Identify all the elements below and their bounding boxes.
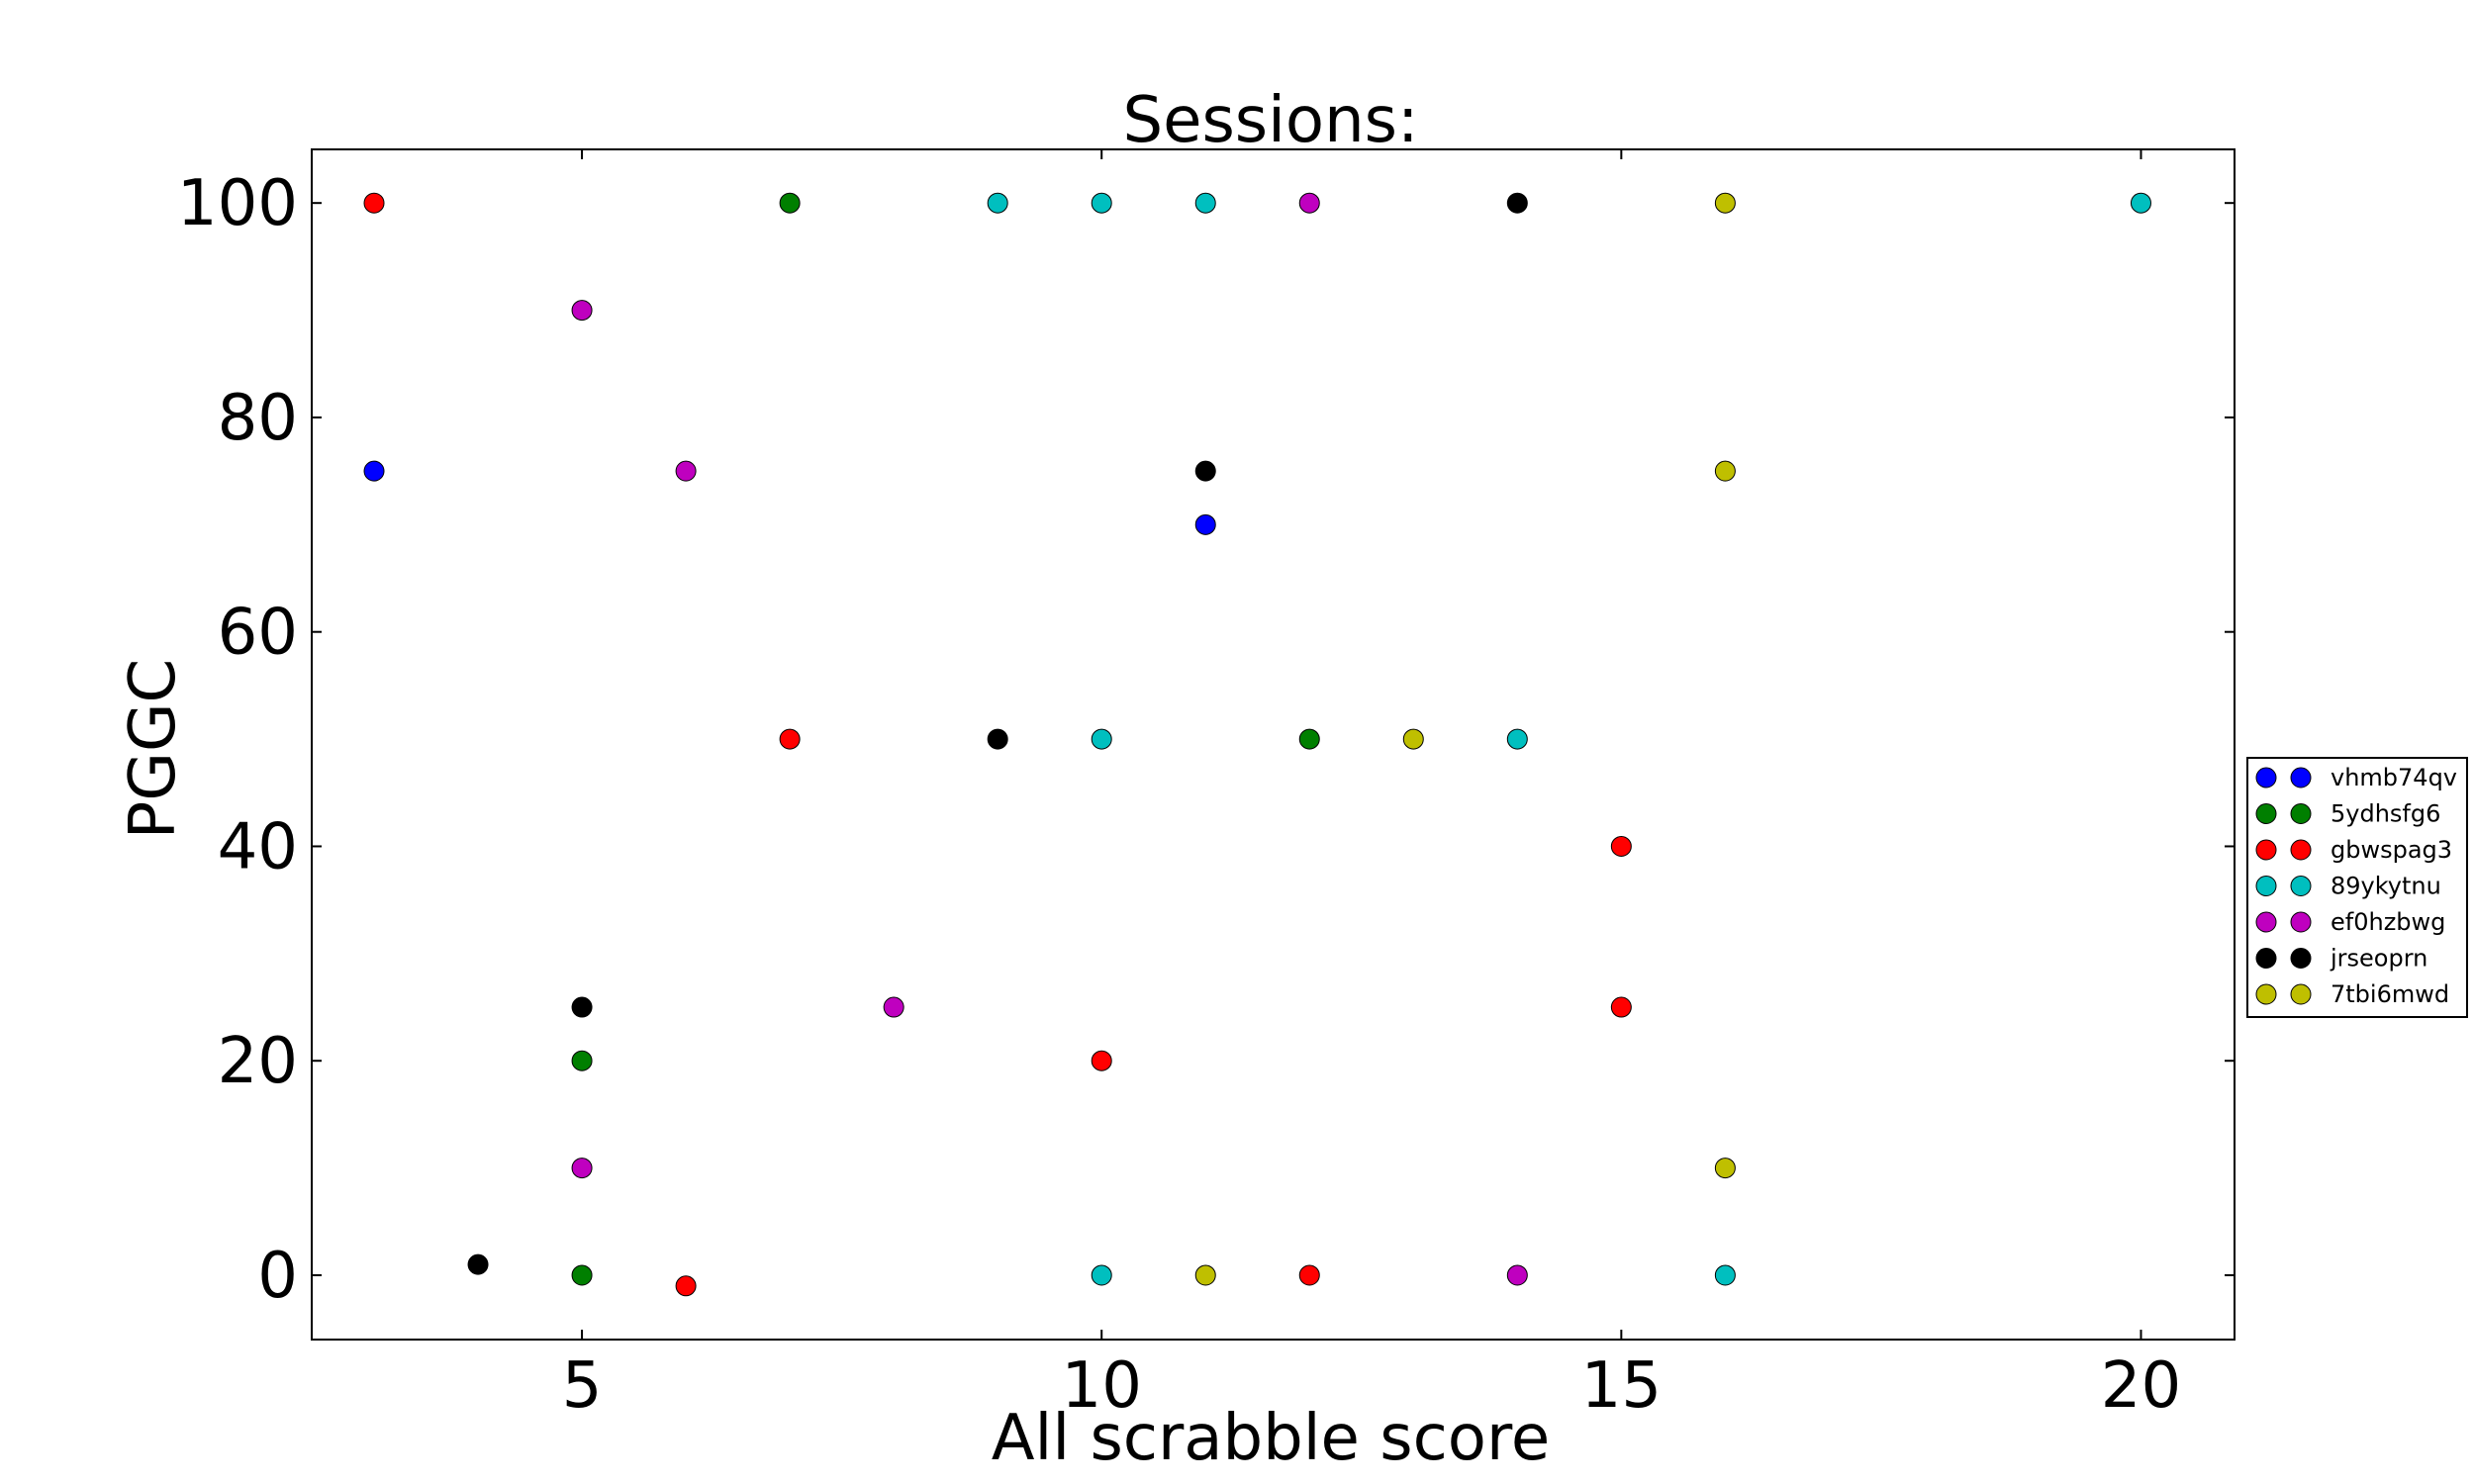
data-point-5ydhsfg6-0 [779, 192, 801, 214]
legend-label: 89ykytnu [2331, 873, 2441, 900]
data-point-7tbi6mwd-1 [1714, 460, 1736, 482]
data-point-vhmb74qv-1 [1194, 513, 1216, 535]
data-point-ef0hzbwg-1 [675, 460, 697, 482]
legend-marker [2290, 839, 2312, 861]
legend-marker [2290, 983, 2312, 1005]
y-tick-label: 60 [218, 597, 298, 670]
legend-label: gbwspag3 [2331, 836, 2452, 864]
legend-marker [2255, 839, 2277, 861]
x-tick-label: 15 [1581, 1349, 1662, 1423]
legend-marker [2255, 767, 2277, 788]
legend-marker [2255, 876, 2277, 896]
data-point-89ykytnu-1 [1091, 192, 1112, 214]
y-tick-label: 0 [257, 1240, 298, 1313]
legend-label: ef0hzbwg [2331, 908, 2445, 936]
y-tick-label: 20 [218, 1025, 298, 1098]
data-point-jrseoprn-3 [571, 996, 593, 1018]
legend-frame [2246, 757, 2468, 1018]
data-point-7tbi6mwd-2 [1402, 728, 1424, 750]
chart-title: Sessions: [1122, 84, 1418, 157]
y-tick-label: 40 [218, 810, 298, 883]
legend-marker [2290, 948, 2312, 969]
legend: vhmb74qv 5ydhsfg6 gbwspag3 89ykytnu ef0hzbwg… [2246, 757, 2468, 1018]
data-point-89ykytnu-7 [1714, 1264, 1736, 1286]
data-point-gbwspag3-0 [363, 192, 385, 214]
data-point-89ykytnu-4 [1091, 728, 1112, 750]
legend-marker [2290, 911, 2312, 933]
legend-marker [2255, 983, 2277, 1005]
legend-marker [2255, 911, 2277, 933]
data-point-89ykytnu-3 [2130, 192, 2151, 214]
data-point-7tbi6mwd-3 [1714, 1158, 1736, 1179]
legend-item-7tbi6mwd: 7tbi6mwd [2255, 980, 2449, 1008]
data-point-89ykytnu-0 [987, 192, 1008, 214]
legend-item-ef0hzbwg: ef0hzbwg [2255, 908, 2445, 936]
data-point-7tbi6mwd-0 [1714, 192, 1736, 214]
legend-marker [2255, 803, 2277, 824]
data-point-gbwspag3-2 [675, 1275, 697, 1297]
x-tick-label: 5 [562, 1349, 603, 1423]
data-point-ef0hzbwg-0 [571, 300, 593, 322]
data-point-jrseoprn-1 [1194, 460, 1216, 482]
data-point-5ydhsfg6-1 [571, 1050, 593, 1071]
y-tick-label: 100 [177, 167, 298, 240]
legend-item-jrseoprn: jrseoprn [2255, 945, 2427, 973]
data-point-gbwspag3-4 [1298, 1264, 1320, 1286]
legend-marker [2255, 948, 2277, 969]
legend-marker [2290, 876, 2312, 896]
data-point-gbwspag3-3 [1091, 1050, 1112, 1071]
data-point-vhmb74qv-0 [363, 460, 385, 482]
data-point-ef0hzbwg-4 [571, 1158, 593, 1179]
legend-marker [2290, 767, 2312, 788]
data-point-jrseoprn-0 [1506, 192, 1528, 214]
data-point-5ydhsfg6-3 [1298, 728, 1320, 750]
x-tick-label: 20 [2101, 1349, 2181, 1423]
y-tick-label: 80 [218, 382, 298, 455]
legend-label: vhmb74qv [2331, 764, 2457, 791]
data-point-89ykytnu-2 [1194, 192, 1216, 214]
legend-label: 7tbi6mwd [2331, 980, 2449, 1008]
data-point-jrseoprn-2 [987, 728, 1008, 750]
data-point-ef0hzbwg-5 [1506, 1264, 1528, 1286]
data-point-89ykytnu-6 [1091, 1264, 1112, 1286]
axis-ticks: 5 10 15 20 0 20 40 60 80 100 [177, 149, 2235, 1423]
data-point-ef0hzbwg-3 [883, 996, 904, 1018]
legend-item-gbwspag3: gbwspag3 [2255, 836, 2452, 864]
y-axis-title: PGGC [117, 659, 190, 839]
data-point-5ydhsfg6-2 [571, 1264, 593, 1286]
data-point-gbwspag3-5 [1610, 835, 1632, 857]
legend-item-89ykytnu: 89ykytnu [2255, 873, 2441, 900]
legend-label: jrseoprn [2330, 945, 2427, 973]
legend-item-vhmb74qv: vhmb74qv [2255, 764, 2457, 791]
legend-label: 5ydhsfg6 [2331, 800, 2440, 828]
data-point-89ykytnu-5 [1506, 728, 1528, 750]
data-point-gbwspag3-6 [1610, 996, 1632, 1018]
legend-item-5ydhsfg6: 5ydhsfg6 [2255, 800, 2440, 828]
x-axis-title: All scrabble score [992, 1402, 1550, 1475]
data-point-jrseoprn-4 [467, 1253, 489, 1275]
plot-area [363, 192, 2151, 1297]
data-point-gbwspag3-1 [779, 728, 801, 750]
x-tick-label: 10 [1061, 1349, 1141, 1423]
data-point-7tbi6mwd-4 [1194, 1264, 1216, 1286]
plot-frame [311, 148, 2236, 1341]
legend-marker [2290, 803, 2312, 824]
data-point-ef0hzbwg-2 [1298, 192, 1320, 214]
